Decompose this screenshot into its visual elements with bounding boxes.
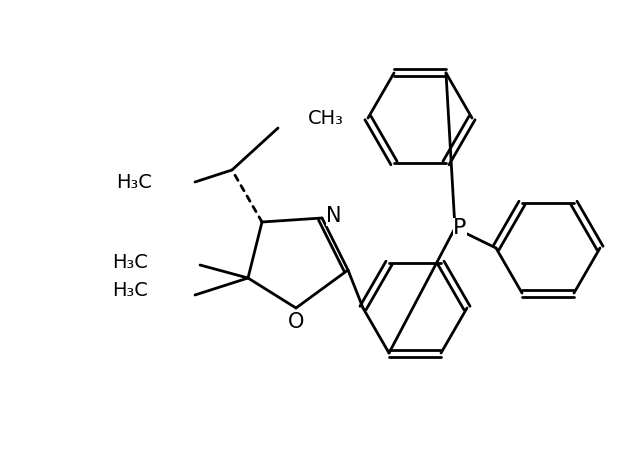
Text: H₃C: H₃C: [112, 281, 148, 300]
Text: N: N: [326, 206, 342, 226]
Text: H₃C: H₃C: [116, 172, 152, 192]
Text: O: O: [288, 312, 304, 332]
Text: H₃C: H₃C: [112, 253, 148, 272]
Text: CH₃: CH₃: [308, 109, 344, 128]
Text: P: P: [453, 218, 467, 238]
